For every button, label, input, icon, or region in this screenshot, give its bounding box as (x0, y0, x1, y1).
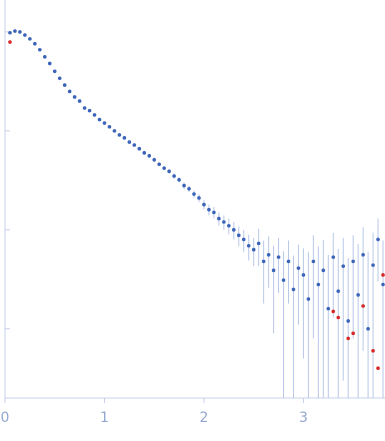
point (212, 210, 216, 215)
point (331, 255, 336, 259)
point (72, 95, 77, 99)
x-tick-label: 1 (100, 410, 109, 426)
point (346, 319, 350, 323)
point (152, 158, 157, 162)
point (107, 124, 112, 129)
point (157, 162, 161, 167)
point (361, 252, 365, 257)
point (316, 282, 321, 287)
point (18, 30, 22, 34)
point (207, 207, 211, 212)
point (376, 237, 380, 242)
point (366, 327, 370, 331)
point (67, 89, 72, 94)
point (256, 241, 261, 246)
point (202, 202, 206, 207)
point (177, 178, 181, 182)
point (92, 113, 97, 117)
point (52, 69, 57, 74)
point (42, 55, 47, 59)
point (217, 216, 221, 221)
point (331, 309, 336, 314)
point (222, 220, 226, 224)
point (172, 174, 176, 178)
point (137, 146, 142, 151)
point (311, 259, 316, 264)
point (227, 223, 231, 228)
point (162, 166, 166, 170)
point (87, 108, 92, 113)
point (57, 76, 62, 81)
point (187, 186, 191, 191)
point (346, 336, 350, 341)
point (231, 228, 236, 232)
point (102, 121, 107, 125)
point (122, 136, 127, 140)
point (321, 268, 326, 273)
point (336, 315, 341, 320)
point (291, 287, 296, 292)
point (326, 306, 331, 311)
point (82, 106, 87, 110)
point (286, 259, 291, 264)
point (8, 40, 12, 44)
point (341, 264, 346, 268)
point (246, 243, 251, 248)
point (77, 99, 82, 103)
point (241, 237, 246, 242)
point (381, 273, 385, 277)
point (147, 153, 152, 158)
point (376, 366, 380, 371)
point (23, 33, 27, 37)
point (361, 304, 365, 308)
point (266, 252, 271, 257)
point (47, 61, 52, 66)
point (301, 273, 306, 277)
point (306, 297, 311, 301)
point (182, 183, 186, 188)
point (33, 41, 37, 46)
x-tick-label: 2 (199, 410, 208, 426)
point (132, 143, 137, 147)
point (351, 331, 355, 336)
point (351, 259, 355, 264)
point (296, 266, 301, 270)
point (336, 289, 341, 293)
point (38, 47, 42, 52)
point (97, 117, 102, 122)
point (112, 129, 117, 133)
point (236, 233, 241, 238)
point (281, 278, 286, 282)
point (167, 169, 171, 174)
point (142, 151, 147, 155)
point (127, 140, 132, 144)
point (197, 196, 201, 200)
point (13, 29, 17, 33)
point (271, 268, 276, 273)
point (251, 247, 256, 252)
point (62, 83, 67, 87)
point (371, 348, 375, 353)
point (356, 293, 360, 297)
point (117, 133, 122, 137)
point (192, 192, 196, 196)
x-tick-label: 0 (1, 410, 10, 426)
point (261, 259, 266, 264)
point (8, 30, 12, 35)
point (28, 37, 32, 41)
x-tick-label: 3 (299, 410, 308, 426)
point (381, 282, 385, 287)
point (276, 255, 281, 259)
point (371, 263, 375, 267)
